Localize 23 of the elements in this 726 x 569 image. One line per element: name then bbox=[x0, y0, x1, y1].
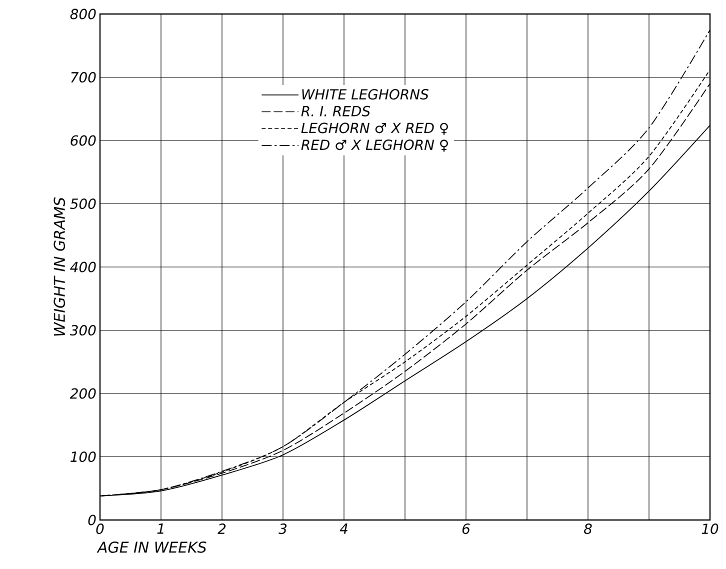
y-tick-label: 200 bbox=[70, 388, 96, 399]
y-tick-label: 700 bbox=[71, 72, 96, 83]
x-tick-label: 6 bbox=[462, 524, 470, 534]
y-tick-label: 0 bbox=[88, 514, 96, 526]
y-tick-label: 500 bbox=[70, 198, 96, 210]
x-tick-label: 0 bbox=[96, 524, 104, 534]
x-tick-label: 1 bbox=[157, 524, 164, 534]
x-tick-label: 3 bbox=[278, 524, 287, 534]
y-tick-label: 300 bbox=[70, 324, 96, 336]
x-axis-title: AGE IN WEEKS bbox=[96, 542, 206, 553]
x-tick-label: 4 bbox=[340, 524, 348, 534]
y-axis-title: WEIGHT IN GRAMS bbox=[54, 197, 66, 336]
x-tick-label: 2 bbox=[218, 524, 226, 534]
y-tick-label: 800 bbox=[70, 8, 96, 20]
x-tick-label: 10 bbox=[702, 524, 718, 534]
legend-label: R. I. REDS bbox=[301, 106, 370, 116]
y-tick-label: 100 bbox=[70, 451, 96, 462]
legend-label: LEGHORN ♂ X RED ♀ bbox=[301, 122, 448, 135]
x-tick-label: 8 bbox=[584, 524, 592, 534]
legend-label: WHITE LEGHORNS bbox=[302, 89, 428, 100]
y-tick-label: 600 bbox=[70, 135, 96, 146]
legend-label: RED ♂ X LEGHORN ♀ bbox=[301, 140, 448, 152]
y-tick-label: 400 bbox=[70, 262, 96, 272]
